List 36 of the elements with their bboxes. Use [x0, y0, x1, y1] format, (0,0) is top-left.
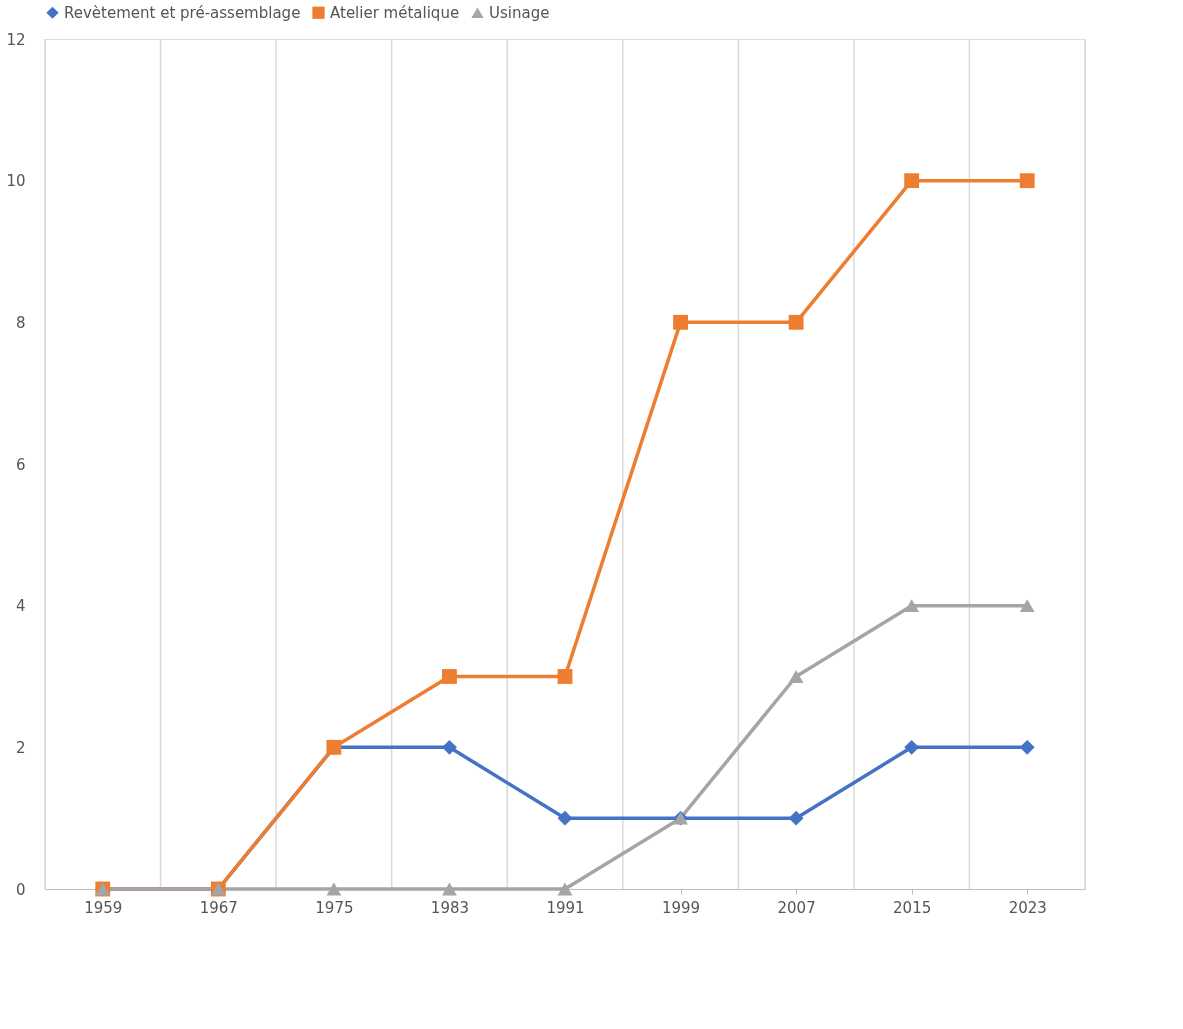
point	[673, 314, 688, 330]
y-tick-label: 10	[6, 172, 26, 191]
point	[904, 599, 920, 613]
point	[904, 173, 920, 189]
x-tick-label: 1967	[199, 898, 238, 917]
y-tick-label: 12	[6, 30, 26, 49]
x-tick-label: 1959	[84, 898, 123, 917]
point	[788, 810, 804, 826]
point	[557, 810, 573, 826]
point	[557, 669, 573, 684]
point	[326, 882, 342, 896]
point	[788, 314, 804, 330]
point	[557, 882, 573, 896]
x-tick-label: 1983	[430, 898, 470, 917]
legend-label: Atelier métalique	[330, 3, 460, 22]
point	[442, 669, 457, 684]
point	[1019, 173, 1035, 189]
x-tick-label: 1975	[315, 898, 354, 917]
point	[442, 739, 457, 755]
y-tick-label: 8	[15, 313, 26, 332]
x-tick-label: 2007	[777, 898, 816, 917]
x-tick-label: 2023	[1008, 898, 1047, 917]
point	[1019, 739, 1035, 755]
x-tick-label: 1991	[546, 898, 585, 917]
y-tick-label: 0	[15, 880, 26, 899]
y-tick-label: 2	[15, 738, 26, 757]
point	[788, 670, 804, 683]
legend-label: Revètement et pré-assemblage	[64, 3, 301, 22]
x-tick-label: 1999	[661, 898, 701, 917]
point	[442, 882, 457, 896]
point	[904, 739, 920, 755]
y-tick-label: 6	[15, 455, 26, 474]
y-tick-label: 4	[15, 597, 26, 616]
x-tick-label: 2015	[893, 898, 932, 917]
legend-label: Usinage	[489, 3, 550, 22]
point	[1019, 599, 1035, 613]
